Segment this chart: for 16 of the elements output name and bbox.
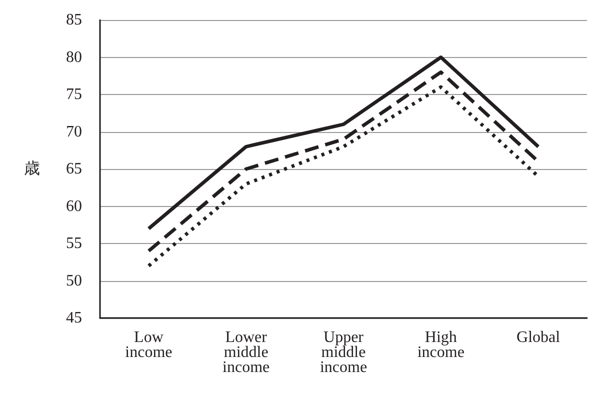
y-tick-label: 60 [66, 198, 82, 215]
x-tick-label: High income [417, 329, 464, 361]
line-series [146, 56, 540, 230]
y-tick-label: 85 [66, 12, 82, 28]
y-tick-label: 70 [66, 123, 82, 140]
y-tick-label: 65 [66, 160, 82, 178]
x-tick-label: Low income [125, 329, 172, 361]
x-tick-label: Upper middle income [320, 329, 368, 376]
y-tick-label: 45 [66, 310, 82, 326]
x-tick-label: Lower middle income [222, 329, 270, 376]
y-axis-title: 歳 [24, 160, 40, 178]
y-tick-label: 80 [66, 48, 82, 66]
y-tick-label: 55 [66, 235, 82, 252]
y-tick-label: 75 [66, 86, 82, 103]
x-tick-label: Global [516, 329, 561, 346]
y-tick-label: 50 [66, 272, 82, 290]
